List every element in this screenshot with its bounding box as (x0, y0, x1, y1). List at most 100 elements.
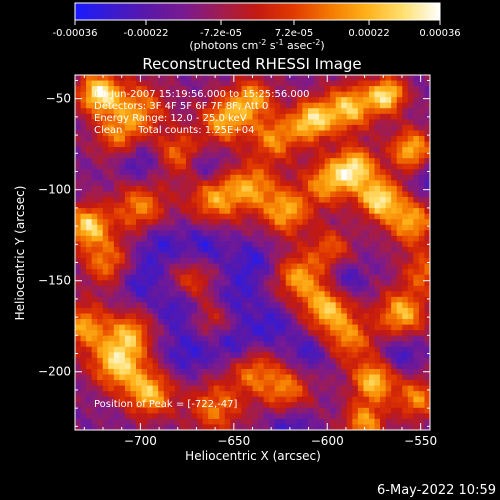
heatmap-cell (302, 341, 309, 348)
heatmap-cell (235, 319, 243, 326)
heatmap-cell (158, 391, 165, 398)
heatmap-cell (91, 385, 98, 392)
heatmap-cell (374, 380, 381, 387)
heatmap-cell (374, 269, 381, 276)
heatmap-cell (357, 396, 365, 403)
heatmap-cell (91, 346, 98, 353)
heatmap-cell (213, 374, 220, 381)
heatmap-cell (380, 418, 387, 426)
heatmap-cell (341, 307, 348, 315)
heatmap-cell (341, 169, 348, 176)
heatmap-cell (136, 296, 143, 304)
heatmap-cell (147, 202, 154, 209)
heatmap-cell (224, 80, 231, 87)
heatmap-cell (302, 396, 309, 403)
heatmap-cell (258, 80, 265, 87)
heatmap-cell (235, 219, 243, 226)
heatmap-cell (224, 230, 231, 237)
heatmap-cell (252, 258, 259, 265)
heatmap-cell (80, 136, 87, 143)
heatmap-cell (147, 130, 154, 137)
heatmap-cell (119, 324, 126, 331)
heatmap-cell (224, 374, 231, 381)
heatmap-cell (246, 124, 254, 132)
heatmap-cell (252, 252, 259, 259)
heatmap-cell (224, 291, 231, 298)
heatmap-cell (346, 75, 353, 82)
heatmap-cell (246, 202, 254, 209)
heatmap-cell (341, 335, 348, 342)
heatmap-cell (357, 352, 365, 359)
heatmap-cell (413, 197, 420, 204)
heatmap-cell (252, 363, 259, 370)
heatmap-cell (141, 374, 148, 381)
heatmap-cell (385, 113, 392, 120)
heatmap-cell (169, 91, 176, 98)
heatmap-cell (285, 130, 292, 137)
heatmap-cell (208, 141, 215, 148)
heatmap-cell (402, 407, 409, 414)
heatmap-cell (385, 352, 392, 359)
heatmap-cell (374, 246, 381, 254)
heatmap-cell (380, 208, 387, 215)
heatmap-cell (169, 357, 176, 365)
heatmap-cell (396, 235, 403, 243)
heatmap-cell (241, 263, 248, 270)
heatmap-cell (291, 319, 298, 326)
heatmap-cell (230, 252, 237, 259)
heatmap-cell (258, 86, 265, 93)
heatmap-cell (86, 147, 93, 154)
heatmap-cell (396, 368, 403, 376)
heatmap-cell (185, 141, 193, 148)
heatmap-cell (330, 346, 337, 353)
heatmap-cell (108, 213, 115, 220)
heatmap-cell (235, 313, 243, 320)
heatmap-cell (424, 346, 430, 353)
heatmap-cell (97, 136, 104, 143)
heatmap-cell (319, 296, 326, 304)
heatmap-cell (424, 97, 430, 104)
heatmap-cell (352, 235, 359, 243)
heatmap-cell (319, 163, 326, 170)
heatmap-cell (352, 357, 359, 365)
heatmap-cell (302, 291, 309, 298)
heatmap-cell (269, 119, 276, 126)
heatmap-cell (330, 424, 337, 430)
heatmap-cell (86, 230, 93, 237)
heatmap-cell (208, 235, 215, 243)
heatmap-cell (263, 97, 270, 104)
heatmap-cell (302, 391, 309, 398)
heatmap-cell (108, 147, 115, 154)
heatmap-cell (197, 391, 204, 398)
heatmap-cell (169, 363, 176, 370)
heatmap-cell (274, 108, 281, 115)
heatmap-cell (169, 163, 176, 170)
heatmap-cell (86, 108, 93, 115)
heatmap-cell (335, 108, 342, 115)
heatmap-cell (368, 402, 376, 409)
heatmap-cell (307, 147, 315, 154)
heatmap-cell (97, 169, 104, 176)
heatmap-cell (341, 296, 348, 304)
heatmap-cell (307, 113, 315, 120)
heatmap-cell (174, 291, 181, 298)
heatmap-cell (185, 235, 193, 243)
heatmap-cell (208, 313, 215, 320)
heatmap-cell (363, 391, 370, 398)
heatmap-cell (147, 380, 154, 387)
heatmap-cell (102, 274, 109, 281)
heatmap-cell (413, 136, 420, 143)
heatmap-cell (213, 169, 220, 176)
heatmap-cell (158, 80, 165, 87)
heatmap-cell (219, 158, 226, 165)
heatmap-cell (102, 119, 109, 126)
heatmap-cell (407, 313, 414, 320)
heatmap-cell (285, 258, 292, 265)
heatmap-cell (363, 418, 370, 426)
heatmap-cell (180, 136, 187, 143)
heatmap-cell (202, 185, 209, 193)
heatmap-cell (258, 202, 265, 209)
heatmap-cell (152, 163, 159, 170)
heatmap-cell (374, 191, 381, 198)
heatmap-cell (319, 396, 326, 403)
